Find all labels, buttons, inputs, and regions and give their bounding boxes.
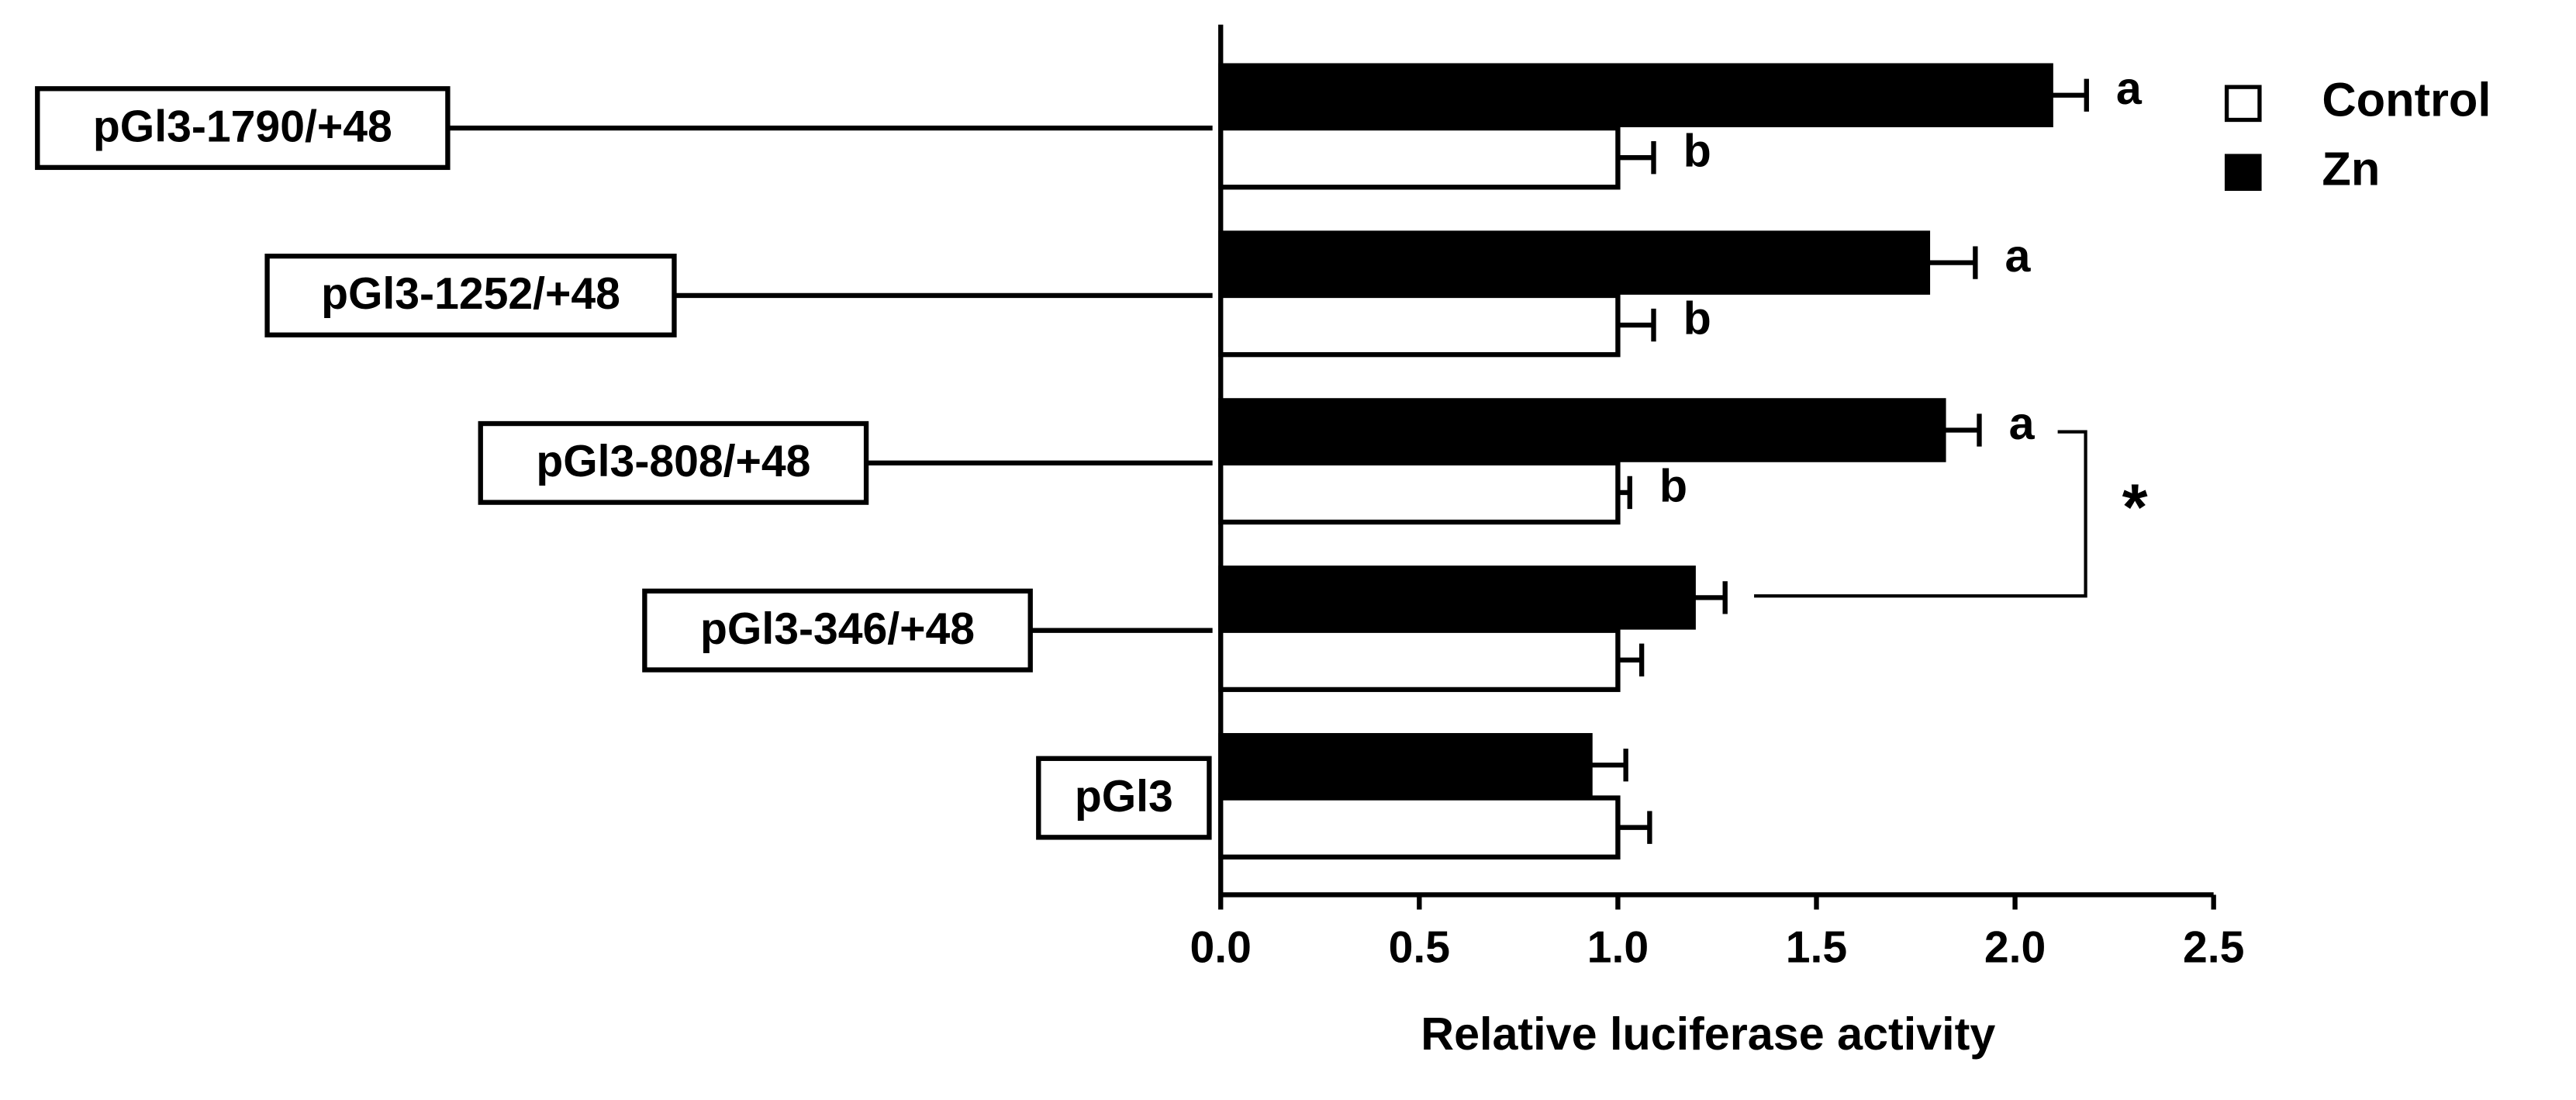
x-tick-label: 0.5 xyxy=(1389,922,1450,972)
significance-letter: a xyxy=(2116,62,2143,114)
error-bar xyxy=(1618,308,1656,342)
category-label: pGl3-808/+48 xyxy=(536,437,810,486)
bar xyxy=(1218,628,1621,693)
error-bar xyxy=(1618,141,1656,175)
bar xyxy=(1218,566,1696,630)
category-label: pGl3 xyxy=(1075,772,1173,822)
bar xyxy=(1218,460,1621,525)
category-label: pGl3-346/+48 xyxy=(700,604,975,654)
x-tick-label: 1.0 xyxy=(1587,922,1649,972)
significance-letter: a xyxy=(2009,397,2036,449)
legend-swatch xyxy=(2224,154,2262,192)
legend-swatch xyxy=(2224,85,2262,123)
error-bar xyxy=(1693,581,1728,614)
error-bar xyxy=(2050,78,2089,112)
category-box xyxy=(1036,756,1212,840)
category-label: pGl3-1790/+48 xyxy=(93,102,392,151)
significance-bracket xyxy=(1754,430,2087,598)
x-tick-label: 1.5 xyxy=(1786,922,1847,972)
error-bar xyxy=(1943,413,1982,447)
significance-letter: a xyxy=(2005,230,2031,282)
error-bar xyxy=(1618,643,1645,676)
legend-label: Control xyxy=(2322,74,2491,127)
x-axis-label: Relative luciferase activity xyxy=(1421,1008,1995,1060)
bar xyxy=(1218,732,1593,797)
bar xyxy=(1218,292,1621,358)
bar xyxy=(1218,398,1946,462)
category-label: pGl3-1252/+48 xyxy=(321,269,620,319)
x-tick-label: 0.0 xyxy=(1190,922,1252,972)
significance-letter: b xyxy=(1683,292,1711,344)
significance-letter: b xyxy=(1659,459,1687,511)
bar xyxy=(1218,125,1621,190)
bar xyxy=(1218,230,1931,295)
bar xyxy=(1218,795,1621,860)
error-bar xyxy=(1927,246,1978,279)
x-tick-label: 2.0 xyxy=(1984,922,2046,972)
significance-letter: b xyxy=(1683,125,1711,177)
error-bar xyxy=(1618,811,1652,844)
x-tick-label: 2.5 xyxy=(2183,922,2244,972)
error-bar xyxy=(1618,476,1632,510)
bar xyxy=(1218,63,2053,128)
significance-label: * xyxy=(2122,470,2148,544)
legend-label: Zn xyxy=(2322,142,2380,195)
error-bar xyxy=(1590,749,1628,782)
